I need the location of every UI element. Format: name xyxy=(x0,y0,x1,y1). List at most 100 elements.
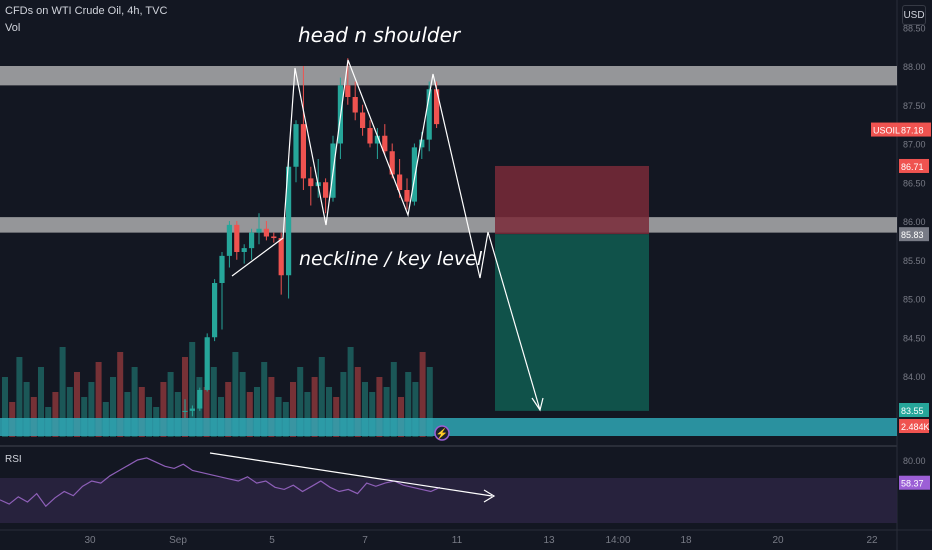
candle-body xyxy=(434,89,440,125)
price-label-tag xyxy=(899,419,929,433)
volume-bar xyxy=(419,352,426,437)
volume-bar xyxy=(124,392,131,437)
volume-bar xyxy=(23,382,30,437)
price-label-tag xyxy=(899,403,929,417)
time-tick-label: Sep xyxy=(169,535,187,546)
volume-bar xyxy=(225,382,232,437)
price-tick-label: 84.00 xyxy=(903,372,926,382)
rsi-current-value: 58.37 xyxy=(901,479,924,489)
volume-bar xyxy=(311,377,318,437)
price-tick-label: 85.00 xyxy=(903,295,926,305)
candle-body xyxy=(382,135,388,152)
neckline-label: neckline / key level xyxy=(299,248,483,270)
candle-body xyxy=(293,124,299,167)
volume-bar xyxy=(232,352,239,437)
volume-bar xyxy=(131,367,138,437)
candle-body xyxy=(263,228,269,237)
volume-bar xyxy=(390,362,397,437)
candle-body xyxy=(234,224,240,252)
price-tick-label: 86.50 xyxy=(903,178,926,188)
price-tick-label: 87.50 xyxy=(903,101,926,111)
rsi-current-tag xyxy=(899,475,930,490)
candle-body xyxy=(345,85,351,97)
candle-body xyxy=(278,238,284,276)
neckline-zone xyxy=(0,217,897,233)
volume-bar xyxy=(412,382,419,437)
volume-bar xyxy=(369,392,376,437)
candle-body xyxy=(182,410,188,412)
volume-bar xyxy=(146,397,152,437)
volume-bar xyxy=(347,347,354,437)
candle-body xyxy=(204,337,210,390)
time-tick-label: 30 xyxy=(84,535,96,546)
time-tick-label: 13 xyxy=(543,535,555,546)
volume-bar xyxy=(30,397,37,437)
stop-loss-box xyxy=(495,165,649,235)
volume-bar xyxy=(304,392,311,437)
volume-bar xyxy=(405,372,412,437)
projection-arrowhead xyxy=(531,397,544,412)
volume-bar xyxy=(160,382,167,437)
pattern-label: head n shoulder xyxy=(298,23,462,47)
candle-body xyxy=(323,182,329,198)
volume-bar xyxy=(383,387,390,437)
candle-body xyxy=(419,139,425,148)
lightning-icon-glyph: ⚡ xyxy=(436,427,448,440)
currency-button[interactable]: USD xyxy=(902,5,926,25)
candle-body xyxy=(426,89,432,140)
symbol-title: CFDs on WTI Crude Oil, 4h, TVC xyxy=(5,5,168,17)
time-tick-label: 11 xyxy=(452,535,463,546)
volume-bar xyxy=(426,367,433,437)
volume-bar xyxy=(81,397,88,437)
volume-bar xyxy=(218,397,224,437)
candle-body xyxy=(256,228,262,233)
volume-bar xyxy=(210,367,217,437)
candle-body xyxy=(219,255,225,283)
volume-bar xyxy=(318,357,325,437)
volume-bar xyxy=(182,357,188,437)
price-label-value: 86.71 xyxy=(901,162,924,172)
rsi-line xyxy=(0,457,441,508)
time-tick-label: 5 xyxy=(269,535,275,546)
volume-bar xyxy=(2,377,8,437)
rsi-divergence-arrowhead xyxy=(483,489,496,503)
take-profit-box xyxy=(495,234,649,411)
time-tick-label: 18 xyxy=(680,535,692,546)
volume-bar xyxy=(297,367,304,437)
volume-bar xyxy=(74,372,80,437)
rsi-divergence-line xyxy=(209,452,493,497)
volume-bar xyxy=(16,357,23,437)
volume-bar xyxy=(239,372,246,437)
rsi-tick-label: 80.00 xyxy=(903,456,926,466)
volume-bar xyxy=(138,387,145,437)
volume-bar xyxy=(38,367,44,437)
price-label-tag xyxy=(899,227,929,242)
volume-bar xyxy=(174,392,181,437)
candle-body xyxy=(249,232,255,249)
candle-body xyxy=(300,124,306,179)
volume-bar xyxy=(88,382,95,437)
volume-bar xyxy=(340,372,347,437)
time-tick-label: 22 xyxy=(866,535,878,546)
price-tick-label: 84.50 xyxy=(903,333,926,343)
candle-body xyxy=(308,178,314,187)
candle-body xyxy=(404,190,410,202)
volume-bar xyxy=(59,347,66,437)
volume-bar xyxy=(254,387,260,437)
volume-bar xyxy=(261,362,268,437)
candle-body xyxy=(374,135,380,144)
price-tick-label: 88.50 xyxy=(903,23,926,33)
lightning-icon xyxy=(434,425,450,441)
volume-bar xyxy=(189,342,196,437)
price-label-value: 2.484K xyxy=(901,422,930,432)
candle-body xyxy=(352,97,358,113)
time-tick-label: 7 xyxy=(362,535,368,546)
volume-bar xyxy=(167,372,174,437)
volume-bar xyxy=(290,382,296,437)
candle-body xyxy=(411,147,417,202)
price-tick-label: 88.00 xyxy=(903,62,926,72)
volume-bar xyxy=(275,397,282,437)
candle-body xyxy=(360,112,366,128)
price-label-value: 85.83 xyxy=(901,230,924,240)
